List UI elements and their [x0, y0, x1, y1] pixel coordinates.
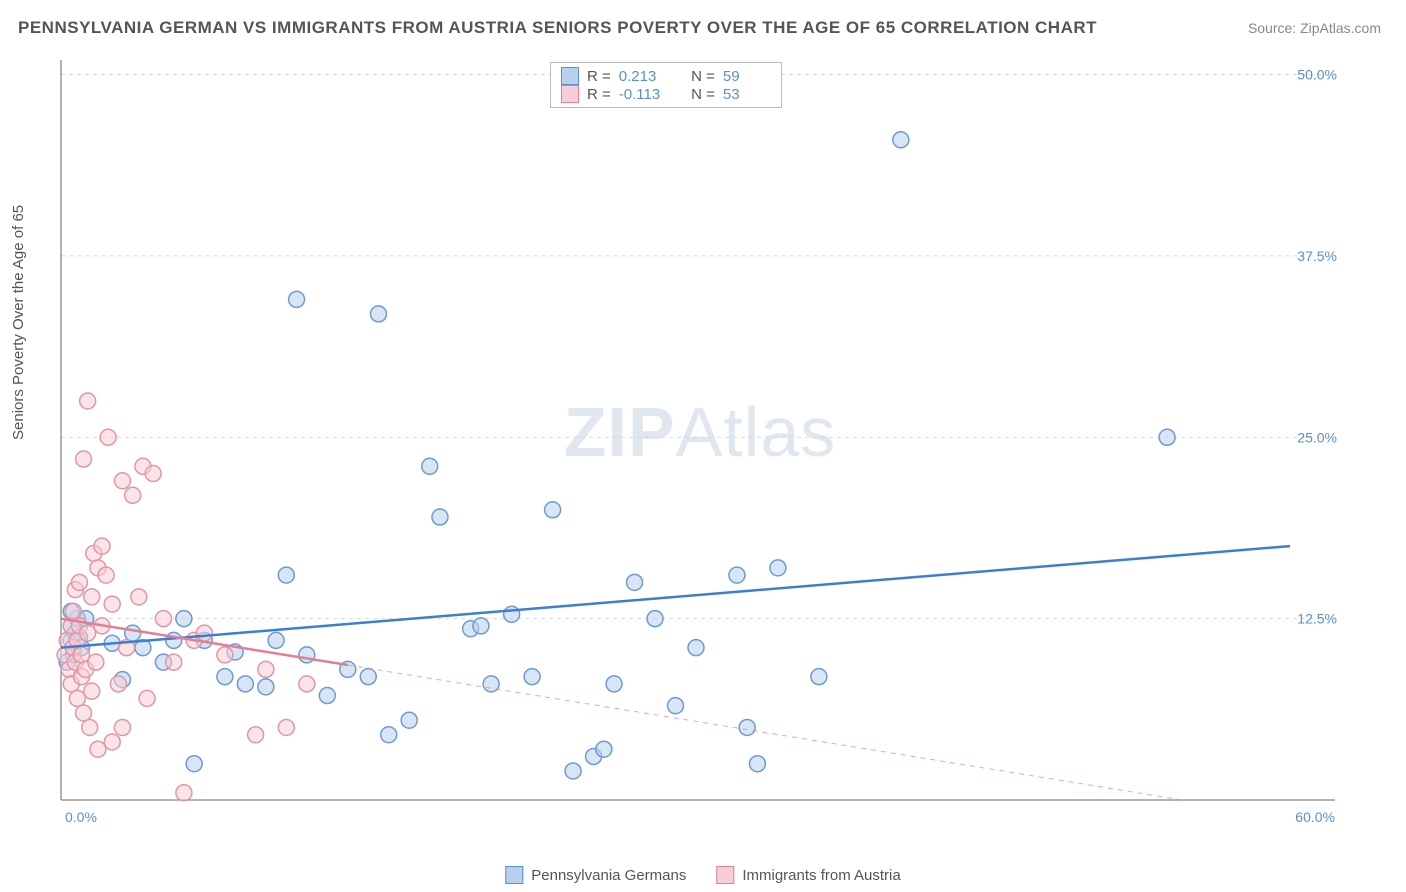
- series-legend: Pennsylvania Germans Immigrants from Aust…: [505, 866, 900, 884]
- svg-text:50.0%: 50.0%: [1297, 67, 1337, 83]
- svg-text:37.5%: 37.5%: [1297, 248, 1337, 264]
- correlation-legend-row: R = 0.213 N = 59: [561, 67, 771, 85]
- y-axis-label: Seniors Poverty Over the Age of 65: [10, 205, 27, 440]
- legend-swatch-icon: [716, 866, 734, 884]
- svg-text:12.5%: 12.5%: [1297, 611, 1337, 627]
- chart-area: 12.5%25.0%37.5%50.0%0.0%60.0% ZIPAtlas R…: [55, 55, 1345, 840]
- legend-swatch-icon: [561, 85, 579, 103]
- legend-swatch-icon: [505, 866, 523, 884]
- scatter-plot: 12.5% 25.0% 37.5% 50.0% 0.0% 60.0%: [55, 55, 1345, 840]
- source-label: Source: ZipAtlas.com: [1248, 20, 1381, 36]
- chart-title: PENNSYLVANIA GERMAN VS IMMIGRANTS FROM A…: [18, 18, 1097, 38]
- legend-item: Immigrants from Austria: [716, 866, 900, 884]
- correlation-legend: R = 0.213 N = 59R = -0.113 N = 53: [550, 62, 782, 108]
- legend-label: Immigrants from Austria: [742, 867, 900, 884]
- svg-text:0.0%: 0.0%: [65, 809, 97, 825]
- correlation-legend-row: R = -0.113 N = 53: [561, 85, 771, 103]
- legend-label: Pennsylvania Germans: [531, 867, 686, 884]
- svg-text:60.0%: 60.0%: [1295, 809, 1335, 825]
- legend-swatch-icon: [561, 67, 579, 85]
- svg-text:25.0%: 25.0%: [1297, 429, 1337, 445]
- legend-item: Pennsylvania Germans: [505, 866, 686, 884]
